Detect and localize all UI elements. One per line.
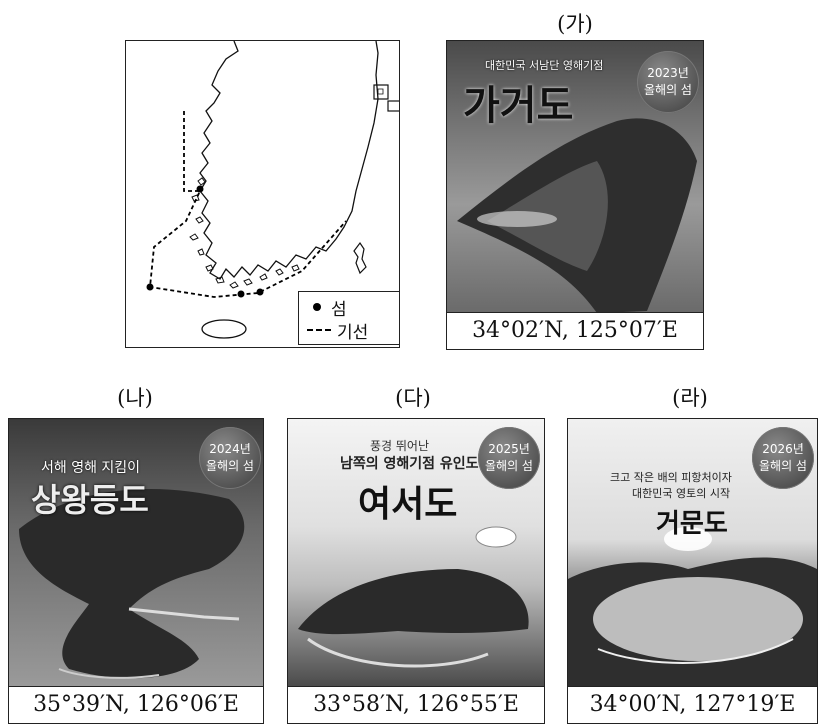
jeju-island bbox=[201, 319, 247, 339]
panel-label-da: (다) bbox=[395, 386, 431, 410]
map-panel: 섬 기선 bbox=[125, 40, 400, 348]
year-badge: 2024년 올해의 섬 bbox=[199, 427, 261, 489]
poster-subtitle: 남쪽의 영해기점 유인도 bbox=[340, 456, 479, 472]
poster-title: 여서도 bbox=[358, 484, 458, 525]
island-dot bbox=[237, 290, 245, 298]
poster-subtitle: 서해 영해 지킴이 bbox=[41, 460, 141, 476]
west-coast-islands bbox=[189, 177, 300, 289]
poster-da: 풍경 뛰어난 남쪽의 영해기점 유인도 여서도 2025년 올해의 섬 33°5… bbox=[287, 418, 545, 724]
coordinate-caption: 34°00′N, 127°19′E bbox=[568, 686, 817, 723]
poster-subtitle: 대한민국 영토의 시작 bbox=[632, 487, 731, 500]
island-dot bbox=[256, 288, 264, 296]
coordinate-caption: 35°39′N, 126°06′E bbox=[9, 686, 263, 723]
panel-label-na: (나) bbox=[117, 386, 153, 410]
island-dot bbox=[146, 283, 154, 291]
poster-na: 서해 영해 지킴이 상왕등도 2024년 올해의 섬 35°39′N, 126°… bbox=[8, 418, 264, 724]
poster-title: 가거도 bbox=[463, 83, 574, 129]
poster-ga: 대한민국 서남단 영해기점 가거도 2023년 올해의 섬 34°02′N, 1… bbox=[446, 40, 704, 350]
coordinate-caption: 34°02′N, 125°07′E bbox=[447, 312, 703, 349]
year-badge: 2026년 올해의 섬 bbox=[752, 427, 814, 489]
poster-subtitle-top: 풍경 뛰어난 bbox=[370, 439, 430, 453]
poster-title: 거문도 bbox=[656, 509, 728, 539]
poster-title: 상왕등도 bbox=[31, 481, 149, 519]
dot-icon bbox=[313, 303, 321, 311]
year-badge: 2023년 올해의 섬 bbox=[637, 51, 699, 113]
poster-image-da bbox=[288, 419, 544, 687]
poster-subtitle: 대한민국 서남단 영해기점 bbox=[485, 59, 604, 72]
legend-island: 섬 bbox=[307, 296, 347, 320]
peninsula-coast bbox=[199, 41, 379, 280]
legend-baseline: 기선 bbox=[307, 319, 368, 343]
dashed-line-icon bbox=[307, 329, 331, 331]
poster-image-ra bbox=[568, 419, 817, 687]
year-badge: 2025년 올해의 섬 bbox=[478, 427, 540, 489]
map-legend: 섬 기선 bbox=[298, 291, 399, 345]
tsushima-island bbox=[353, 241, 367, 275]
baseline-line bbox=[149, 111, 347, 298]
coordinate-caption: 33°58′N, 126°55′E bbox=[288, 686, 544, 723]
poster-image-na bbox=[9, 419, 263, 687]
korea-map bbox=[146, 41, 399, 339]
poster-ra: 크고 작은 배의 피항처이자 대한민국 영토의 시작 거문도 2026년 올해의… bbox=[567, 418, 818, 724]
panel-label-ga: (가) bbox=[557, 12, 593, 36]
island-dot bbox=[196, 185, 204, 193]
poster-subtitle-top: 크고 작은 배의 피항처이자 bbox=[610, 471, 732, 484]
panel-label-ra: (라) bbox=[672, 386, 708, 410]
